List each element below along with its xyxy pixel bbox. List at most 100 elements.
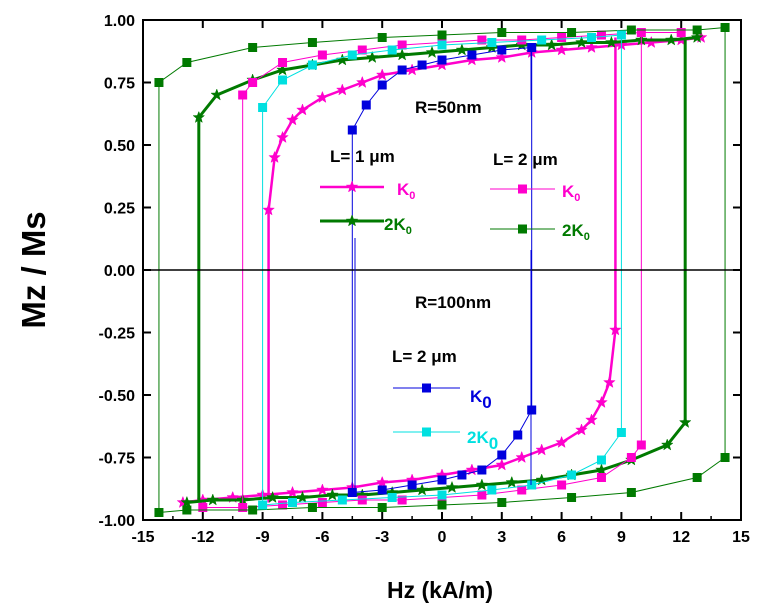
data-point-square — [527, 480, 537, 490]
data-point-square — [567, 470, 577, 480]
y-tick-label: 0.50 — [104, 138, 135, 155]
data-point-star — [268, 150, 281, 163]
data-point-star — [603, 375, 616, 388]
data-point-star — [555, 43, 568, 56]
data-point-square — [387, 493, 397, 502]
data-point-square — [557, 33, 567, 42]
annotation-r100: R=100nm — [415, 293, 491, 312]
data-point-square — [422, 427, 431, 437]
data-point-star — [545, 38, 558, 51]
data-point-square — [317, 50, 327, 60]
x-tick-label: -9 — [255, 529, 269, 546]
x-tick-label: 9 — [617, 529, 626, 546]
data-point-square — [467, 50, 477, 60]
series-lower-branch — [186, 421, 687, 504]
data-point-star — [664, 33, 678, 46]
y-tick-label: 0.75 — [104, 76, 135, 93]
annotation-l2-bottom: L= 2 μm — [392, 347, 457, 366]
data-point-square — [182, 505, 192, 515]
data-point-square — [497, 28, 507, 37]
data-point-star — [316, 90, 329, 103]
data-point-square — [198, 503, 208, 512]
data-point-square — [387, 45, 397, 55]
data-point-star — [375, 475, 389, 488]
series-4 — [347, 43, 537, 497]
data-point-square — [636, 28, 646, 37]
data-point-star — [575, 35, 588, 48]
data-point-square — [288, 498, 297, 507]
data-point-square — [397, 65, 407, 75]
x-tick-label: 12 — [672, 529, 690, 546]
data-point-square — [457, 470, 467, 480]
data-point-square — [477, 490, 487, 500]
data-point-square — [720, 23, 730, 32]
legend-label-r100-2k0: 2K0 — [467, 428, 498, 453]
data-point-star — [192, 110, 206, 123]
data-point-square — [517, 485, 527, 495]
data-point-square — [477, 35, 487, 45]
data-point-star — [605, 35, 618, 48]
data-point-square — [182, 58, 192, 67]
data-point-square — [557, 480, 567, 490]
ticks-layer: -15 -12 -9 -6 -3 0 3 6 9 12 15 1.00 0.75 0.50 0.25 0.00… — [99, 13, 750, 546]
data-point-star — [495, 458, 509, 471]
data-point-square — [720, 453, 730, 462]
data-point-square — [596, 473, 606, 482]
data-point-square — [497, 45, 507, 55]
data-point-square — [437, 475, 447, 485]
data-point-square — [497, 450, 507, 460]
data-point-star — [495, 50, 509, 63]
y-tick-label: -0.50 — [99, 388, 136, 405]
data-point-square — [357, 45, 367, 55]
data-point-square — [278, 500, 288, 510]
data-point-star — [326, 488, 339, 501]
data-point-square — [307, 38, 317, 47]
data-point-square — [278, 58, 288, 67]
data-point-square — [357, 495, 367, 505]
data-point-star — [585, 413, 598, 426]
y-tick-label: -1.00 — [99, 513, 136, 530]
data-point-star — [262, 203, 275, 216]
data-point-square — [397, 40, 407, 50]
data-point-square — [537, 35, 547, 45]
series-upper-branch — [197, 36, 698, 119]
data-point-square — [596, 455, 606, 465]
y-tick-label: 1.00 — [104, 13, 135, 30]
x-tick-label: 0 — [438, 529, 447, 546]
data-point-star — [345, 180, 359, 193]
data-point-square — [567, 28, 577, 37]
data-point-square — [347, 50, 357, 60]
series-upper-branch — [262, 34, 622, 108]
data-point-square — [248, 43, 258, 52]
series-lower-branch — [262, 432, 622, 506]
data-point-square — [437, 490, 447, 500]
data-point-star — [395, 48, 409, 61]
data-point-star — [335, 83, 349, 96]
data-point-star — [609, 323, 622, 336]
annotation-l2-top: L= 2 μm — [493, 150, 558, 169]
data-point-star — [286, 113, 299, 126]
data-point-square — [347, 125, 357, 135]
data-point-square — [154, 78, 164, 87]
x-tick-label: -6 — [315, 529, 329, 546]
data-point-star — [535, 443, 549, 456]
data-point-star — [425, 45, 439, 58]
data-point-square — [238, 90, 248, 100]
legend-label-r100-k0: K0 — [470, 387, 492, 412]
data-point-star — [515, 450, 529, 463]
y-tick-label: 0.00 — [104, 263, 135, 280]
data-point-star — [678, 415, 692, 428]
legend-label-l2-k0: K0 — [562, 182, 580, 204]
y-tick-label: -0.75 — [99, 451, 136, 468]
curves-layer — [154, 23, 730, 517]
annotation-l1: L= 1 μm — [330, 147, 395, 166]
data-point-square — [377, 503, 387, 512]
data-point-square — [347, 488, 357, 497]
x-tick-label: 6 — [557, 529, 566, 546]
data-point-square — [517, 35, 527, 45]
data-point-star — [296, 103, 309, 116]
data-point-star — [415, 483, 429, 496]
data-point-square — [397, 495, 407, 505]
data-point-square — [497, 498, 507, 507]
data-point-square — [692, 25, 702, 35]
